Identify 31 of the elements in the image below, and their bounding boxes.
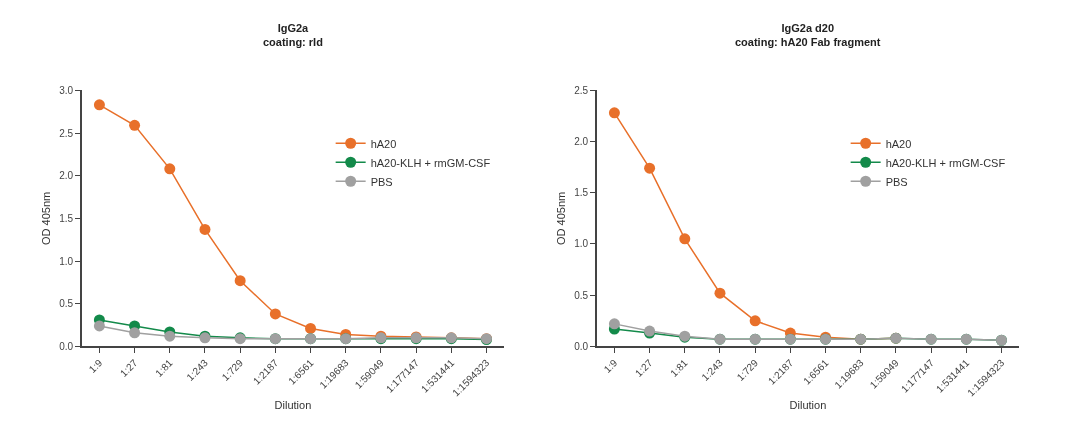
y-tick-label: 0.0: [59, 340, 74, 352]
chart-title: IgG2a d20: [781, 22, 835, 34]
y-tick-label: 3.0: [59, 84, 74, 96]
legend-label: hA20: [885, 137, 912, 150]
chart-subtitle: coating: hA20 Fab fragment: [735, 36, 881, 49]
y-tick-label: 2.0: [59, 170, 74, 182]
legend-label: hA20: [370, 137, 397, 150]
y-tick-label: 1.0: [574, 238, 589, 250]
x-tick-label: 1:81: [153, 357, 176, 379]
y-tick-label: 2.0: [574, 136, 589, 148]
y-tick-label: 2.5: [574, 84, 589, 96]
legend-label: hA20-KLH + rmGM-CSF: [370, 156, 491, 169]
y-axis-title: OD 405nm: [40, 191, 53, 245]
legend-label: PBS: [370, 175, 393, 188]
x-axis-title: Dilution: [274, 399, 312, 412]
y-tick-label: 1.5: [59, 212, 74, 224]
chart-subtitle: coating: rId: [263, 36, 323, 49]
y-tick-label: 0.5: [59, 298, 74, 310]
legend-label: PBS: [885, 175, 908, 188]
x-axis-title: Dilution: [789, 399, 827, 412]
legend-label: hA20-KLH + rmGM-CSF: [885, 156, 1006, 169]
y-tick-label: 0.5: [574, 289, 589, 301]
y-axis-title: OD 405nm: [555, 191, 568, 245]
y-tick-label: 1.5: [574, 187, 589, 199]
y-tick-label: 2.5: [59, 127, 74, 139]
x-tick-label: 1:9: [86, 357, 105, 375]
x-tick-label: 1:81: [668, 357, 691, 379]
y-tick-label: 1.0: [59, 255, 74, 267]
x-tick-label: 1:9: [601, 357, 620, 375]
chart-title: IgG2a: [277, 22, 310, 34]
y-tick-label: 0.0: [574, 340, 589, 352]
